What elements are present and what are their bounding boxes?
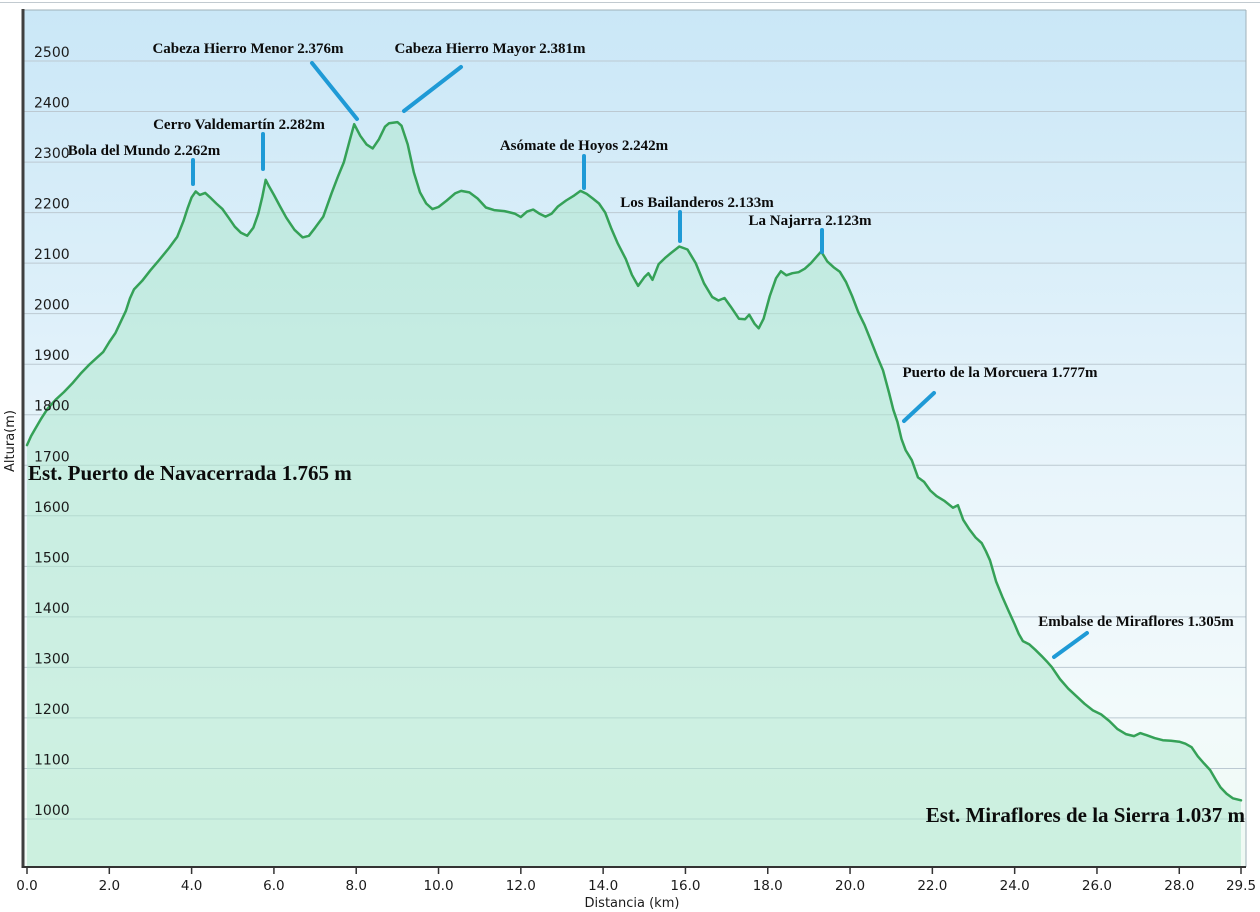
x-tick-label: 28.0 [1164,878,1194,894]
x-tick-label: 4.0 [181,878,202,894]
x-tick-label: 24.0 [1000,878,1030,894]
annotation-leader-line [402,65,463,113]
annotation-leader-line [902,391,936,423]
x-tick-label: 26.0 [1082,878,1112,894]
y-tick-label: 1300 [34,651,70,667]
x-axis-title: Distancia (km) [585,896,680,911]
annotation-label: Los Bailanderos 2.133m [620,195,774,211]
x-tick-label: 6.0 [263,878,284,894]
annotation-label: Bola del Mundo 2.262m [68,143,221,159]
y-tick-label: 2000 [34,298,70,314]
y-tick-label: 1700 [34,449,70,465]
y-axis-labels: 1000 1100 1200 1300 1400 1500 1600 1700 1800 1900… [34,45,70,819]
x-tick-label: 14.0 [588,878,618,894]
y-tick-label: 2300 [34,146,70,162]
elevation-area-fill [27,122,1241,867]
y-tick-label: 1600 [34,500,70,516]
x-axis-ticks: 0.0 2.0 4.0 6.0 8.0 10.0 12.0 14.0 16.0 18.0 20.0 2… [16,867,1256,894]
x-tick-label: 0.0 [16,878,37,894]
y-tick-label: 1200 [34,702,70,718]
peak-annotations: Bola del Mundo 2.262m Cerro Valdemartín 2… [68,41,1234,659]
y-tick-label: 1500 [34,550,70,566]
x-tick-label: 10.0 [423,878,453,894]
y-tick-label: 1900 [34,348,70,364]
start-station-label: Est. Puerto de Navacerrada 1.765 m [28,461,352,485]
x-tick-label: 22.0 [917,878,947,894]
y-tick-label: 1100 [34,752,70,768]
x-tick-label: 16.0 [670,878,700,894]
annotation-label: Cerro Valdemartín 2.282m [153,117,325,133]
elevation-line [25,120,1243,802]
y-tick-label: 1000 [34,803,70,819]
y-axis-title: Altura(m) [3,410,18,472]
end-station-label: Est. Miraflores de la Sierra 1.037 m [926,803,1246,827]
annotation-label: Puerto de la Morcuera 1.777m [902,365,1098,381]
y-tick-label: 2200 [34,197,70,213]
annotation-label: Cabeza Hierro Mayor 2.381m [394,41,586,57]
y-tick-label: 2100 [34,247,70,263]
x-tick-label: 18.0 [753,878,783,894]
x-tick-label: 29.5 [1226,878,1256,894]
annotation-label: Cabeza Hierro Menor 2.376m [152,41,344,57]
x-tick-label: 8.0 [345,878,366,894]
annotation-label: Asómate de Hoyos 2.242m [500,138,669,154]
x-tick-label: 2.0 [99,878,120,894]
annotation-leader-line [310,61,359,121]
y-tick-label: 1800 [34,399,70,415]
x-tick-label: 12.0 [506,878,536,894]
y-tick-label: 2400 [34,96,70,112]
annotation-leader-line [1052,631,1089,659]
x-tick-label: 20.0 [835,878,865,894]
y-tick-label: 2500 [34,45,70,61]
annotation-label: Embalse de Miraflores 1.305m [1038,614,1234,630]
annotation-label: La Najarra 2.123m [749,213,872,229]
y-tick-label: 1400 [34,601,70,617]
